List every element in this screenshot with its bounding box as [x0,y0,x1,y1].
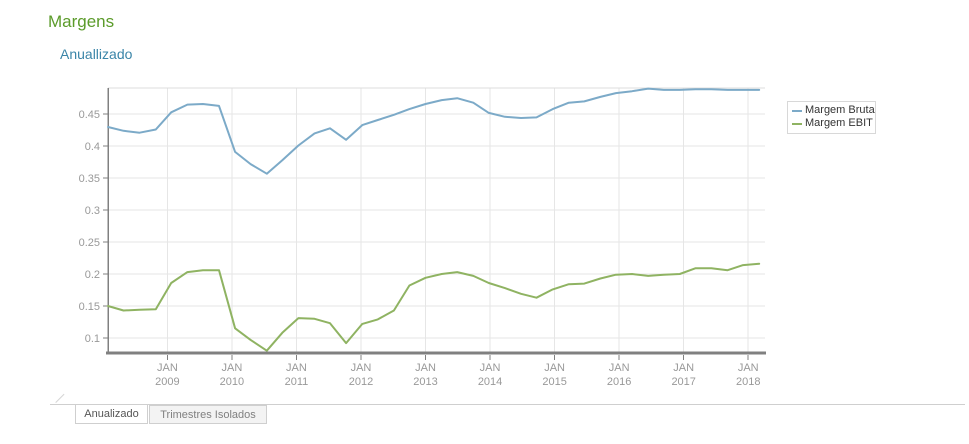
svg-text:JAN: JAN [544,362,565,374]
chart-legend: Margem Bruta Margem EBIT [787,101,876,134]
tab-trimestres-isolados[interactable]: Trimestres Isolados [149,405,267,424]
series-line-margem-bruta [107,87,761,175]
svg-text:0.1: 0.1 [85,333,100,345]
svg-text:0.2: 0.2 [85,269,100,281]
legend-marker-margem-ebit [792,122,802,125]
svg-text:2010: 2010 [220,376,244,388]
grid-lines [108,88,765,352]
svg-text:2017: 2017 [671,376,695,388]
svg-text:2015: 2015 [542,376,566,388]
tab-trimestres-isolados-label: Trimestres Isolados [160,409,256,421]
svg-text:0.15: 0.15 [79,301,100,313]
x-axis-labels: JAN 2009 JAN 2010 JAN 2011 JAN 2012 JAN 2013 JAN 20… [155,362,760,388]
svg-text:2016: 2016 [607,376,631,388]
y-axis-labels: 0.1 0.15 0.2 0.25 0.3 0.35 0.4 0.45 [79,109,100,345]
page-title: Margens [48,12,115,31]
svg-text:2014: 2014 [478,376,502,388]
chart-subtitle: Anuallizado [60,46,133,62]
svg-text:JAN: JAN [157,362,178,374]
view-tabs: Anualizado Trimestres Isolados [75,405,267,424]
svg-text:0.35: 0.35 [79,173,100,185]
legend-label-margem-bruta: Margem Bruta [805,104,875,116]
svg-text:0.4: 0.4 [85,141,100,153]
svg-text:JAN: JAN [286,362,307,374]
legend-marker-margem-bruta [792,109,802,112]
legend-item-margem-ebit[interactable]: Margem EBIT [792,117,873,130]
svg-text:JAN: JAN [222,362,243,374]
svg-text:2009: 2009 [155,376,179,388]
margins-line-chart: 0.1 0.15 0.2 0.25 0.3 0.35 0.4 0.45 JAN 2009 JAN 20… [79,87,766,388]
svg-text:JAN: JAN [480,362,501,374]
svg-text:2018: 2018 [736,376,760,388]
tabbar-separator [50,404,965,405]
legend-label-margem-ebit: Margem EBIT [805,117,873,129]
svg-text:2013: 2013 [413,376,437,388]
svg-text:2011: 2011 [285,376,309,388]
legend-item-margem-bruta[interactable]: Margem Bruta [792,104,875,117]
svg-text:0.45: 0.45 [79,109,100,121]
svg-text:0.3: 0.3 [85,205,100,217]
svg-text:JAN: JAN [415,362,436,374]
svg-text:JAN: JAN [609,362,630,374]
svg-text:JAN: JAN [673,362,694,374]
svg-text:0.25: 0.25 [79,237,100,249]
tab-anualizado[interactable]: Anualizado [75,405,148,424]
svg-text:JAN: JAN [351,362,372,374]
svg-text:2012: 2012 [349,376,373,388]
tab-anualizado-label: Anualizado [84,408,139,420]
svg-text:JAN: JAN [738,362,759,374]
series-line-margem-ebit [107,262,761,352]
